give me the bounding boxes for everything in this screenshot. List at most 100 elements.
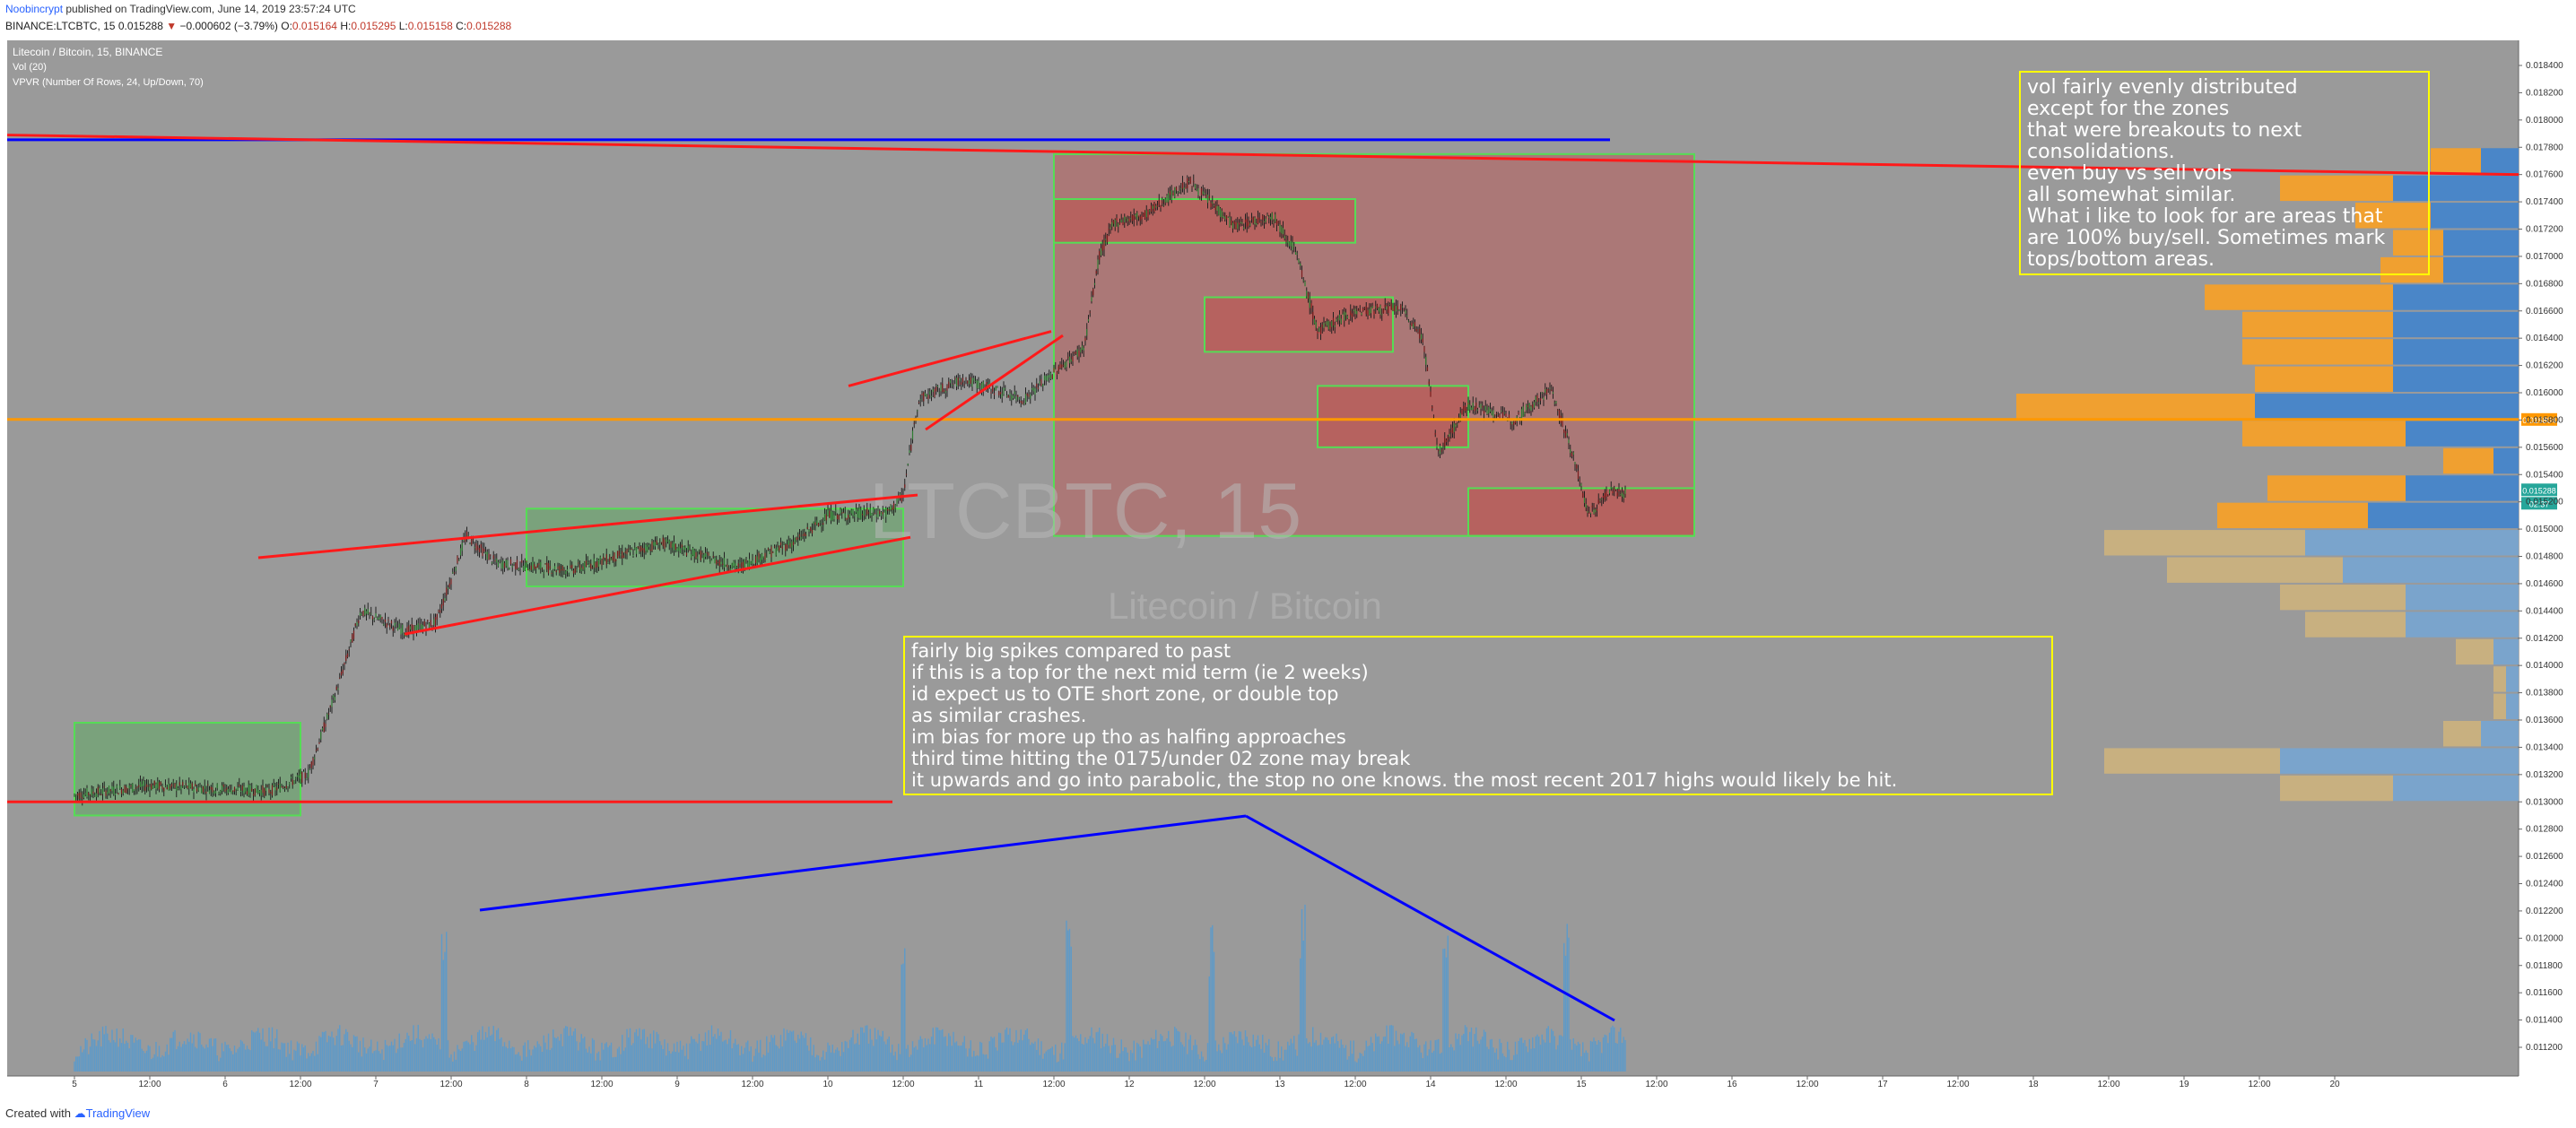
volume-bar (271, 1027, 274, 1072)
candle-body (1545, 389, 1548, 395)
volume-bar (1406, 1042, 1408, 1072)
volume-bar (1334, 1043, 1336, 1072)
volume-trend-line-up[interactable] (479, 814, 1247, 912)
candle-body (720, 561, 722, 565)
volume-bar (1461, 1035, 1463, 1072)
volume-bar (978, 1055, 979, 1072)
candle-body (1331, 321, 1333, 327)
candle-body (301, 771, 303, 783)
author-link[interactable]: Noobincrypt (5, 3, 64, 15)
volume-bar (467, 1042, 469, 1072)
zone-green[interactable] (74, 722, 301, 817)
vp-up-bar (2016, 394, 2255, 420)
candle-body (285, 785, 287, 789)
volume-bar (1031, 1042, 1033, 1072)
right-note-box[interactable] (2019, 71, 2430, 275)
candle-body (649, 549, 651, 551)
zone-red[interactable] (1054, 199, 1355, 243)
candle-body (1153, 203, 1155, 212)
candle-body (873, 508, 875, 512)
candle-body (1014, 391, 1015, 395)
right-note-line: consolidations. (2027, 141, 2175, 163)
volume-bar (844, 1040, 846, 1072)
volume-bar (1293, 1036, 1295, 1072)
vp-up-bar (2443, 447, 2493, 474)
center-note-box[interactable] (903, 636, 2053, 795)
channel-upper-line[interactable] (257, 493, 918, 560)
breakout-lower-line[interactable] (925, 334, 1064, 431)
price-tick-label: 0.016600 (2526, 307, 2563, 317)
zone-green[interactable] (1053, 152, 1695, 537)
channel-lower-line[interactable] (404, 535, 911, 636)
candle-body (1005, 395, 1008, 397)
volume-bar (1097, 1031, 1099, 1072)
volume-bar (584, 1037, 586, 1072)
volume-bar (76, 1056, 79, 1072)
volume-bar (1595, 1040, 1597, 1072)
volume-bar (513, 1046, 515, 1072)
price-tick-label: 0.012600 (2526, 852, 2563, 862)
volume-bar (237, 1048, 239, 1072)
volume-bar (1150, 1037, 1153, 1072)
vp-up-bar (2242, 421, 2406, 447)
candle-body (1494, 415, 1496, 417)
candle-body (369, 612, 370, 614)
zone-red[interactable] (1468, 488, 1694, 536)
time-tick-label: 12:00 (1042, 1080, 1065, 1089)
candle-body (1290, 240, 1292, 247)
candle-body (907, 464, 909, 465)
volume-bar (932, 1028, 934, 1072)
volume-bar (268, 1028, 270, 1072)
volume-bar (1147, 1041, 1149, 1072)
zone-red[interactable] (1318, 386, 1468, 447)
volume-bar (982, 1054, 984, 1072)
volume-bar (1197, 1054, 1199, 1072)
volume-bar (1350, 1040, 1352, 1072)
volume-bar (1497, 1059, 1499, 1072)
low-value: 0.015158 (407, 20, 453, 32)
candle-body (585, 560, 587, 567)
candle-body (1381, 314, 1383, 316)
descending-trend-line[interactable] (6, 134, 2519, 177)
volume-bar (1591, 1041, 1593, 1072)
volume-bar (1474, 1034, 1475, 1072)
candle-body (1524, 412, 1526, 414)
volume-bar (1400, 1033, 1402, 1072)
price-tick-label: 0.014000 (2526, 661, 2563, 671)
volume-bar (304, 1045, 306, 1072)
candle-body (1438, 449, 1440, 451)
volume-bar (1459, 1045, 1461, 1072)
volume-bar (185, 1044, 187, 1072)
candle-body (779, 542, 782, 546)
candle-body (1062, 365, 1065, 367)
candle-body (233, 786, 236, 792)
zone-red[interactable] (1205, 297, 1393, 352)
candle-body (861, 514, 864, 516)
volume-bar (1351, 1054, 1353, 1072)
volume-trend-line-down[interactable] (1245, 814, 1615, 1022)
tradingview-logo-icon[interactable]: ☁TradingView (74, 1106, 151, 1120)
candle-body (370, 612, 372, 614)
volume-bar (164, 1051, 167, 1072)
volume-bar (1199, 1059, 1201, 1072)
volume-bar (962, 1042, 964, 1072)
volume-bar (458, 1049, 460, 1072)
volume-bar (1128, 1061, 1130, 1072)
candle-body (747, 562, 749, 568)
candle-body (532, 561, 534, 570)
volume-bar (459, 1051, 462, 1072)
volume-bar (528, 1049, 531, 1072)
volume-bar (557, 1037, 559, 1072)
candle-body (1401, 306, 1404, 308)
candle-body (855, 508, 857, 513)
candle-body (527, 569, 529, 571)
volume-bar (314, 1055, 316, 1072)
breakout-upper-line[interactable] (848, 330, 1052, 387)
candle-body (1224, 216, 1226, 220)
candle-body (1083, 348, 1084, 351)
candle-body (612, 556, 614, 561)
candle-body (276, 787, 278, 791)
candle-body (472, 539, 474, 541)
candle-body (1508, 414, 1510, 421)
